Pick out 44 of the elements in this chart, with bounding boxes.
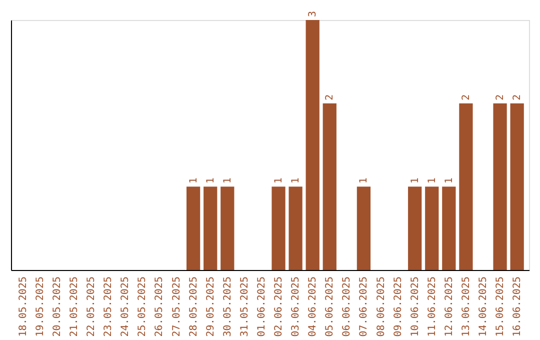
x-tick-label: 21.05.2025	[69, 276, 80, 337]
x-tick-label: 15.06.2025	[495, 276, 506, 337]
x-tick-label: 01.06.2025	[256, 276, 268, 337]
data-label: 3	[308, 10, 319, 17]
x-tick-label: 09.06.2025	[392, 276, 404, 337]
x-tick-label: 11.06.2025	[426, 276, 438, 337]
x-tick-label: 13.06.2025	[460, 276, 472, 337]
data-label: 2	[512, 94, 524, 100]
data-label: 1	[426, 178, 438, 184]
data-label: 1	[222, 178, 234, 184]
data-label: 2	[460, 94, 472, 100]
data-label: 2	[324, 94, 336, 100]
x-tick-label: 04.06.2025	[308, 276, 319, 337]
x-tick-label: 07.06.2025	[358, 276, 370, 337]
x-tick-label: 31.05.2025	[239, 276, 250, 337]
data-label: 1	[358, 178, 370, 184]
x-tick-label: 22.05.2025	[86, 276, 98, 337]
x-tick-label: 12.06.2025	[444, 276, 455, 337]
x-tick-label: 08.06.2025	[376, 276, 387, 337]
x-tick-label: 25.05.2025	[137, 276, 148, 337]
x-tick-label: 18.05.2025	[18, 276, 29, 337]
x-tick-label: 06.06.2025	[342, 276, 353, 337]
x-tick-label: 20.05.2025	[52, 276, 64, 337]
data-label: 1	[290, 178, 302, 184]
x-tick-label: 29.05.2025	[205, 276, 216, 337]
x-tick-label: 16.06.2025	[512, 276, 524, 337]
x-tick-label: 05.06.2025	[324, 276, 336, 337]
x-tick-label: 30.05.2025	[222, 276, 234, 337]
x-tick-label: 10.06.2025	[410, 276, 421, 337]
x-tick-label: 03.06.2025	[290, 276, 302, 337]
data-label: 1	[205, 178, 216, 184]
data-label: 1	[444, 178, 455, 184]
data-label: 1	[188, 178, 200, 184]
x-tick-label: 02.06.2025	[274, 276, 285, 337]
x-tick-label: 27.05.2025	[171, 276, 182, 337]
data-label: 1	[410, 178, 421, 184]
x-tick-label: 19.05.2025	[34, 276, 46, 337]
x-tick-label: 14.06.2025	[478, 276, 489, 337]
x-tick-label: 23.05.2025	[103, 276, 114, 337]
data-label: 2	[495, 94, 506, 100]
data-label: 1	[274, 178, 285, 184]
x-tick-label: 24.05.2025	[120, 276, 132, 337]
x-tick-label: 26.05.2025	[154, 276, 166, 337]
x-tick-label: 28.05.2025	[188, 276, 200, 337]
